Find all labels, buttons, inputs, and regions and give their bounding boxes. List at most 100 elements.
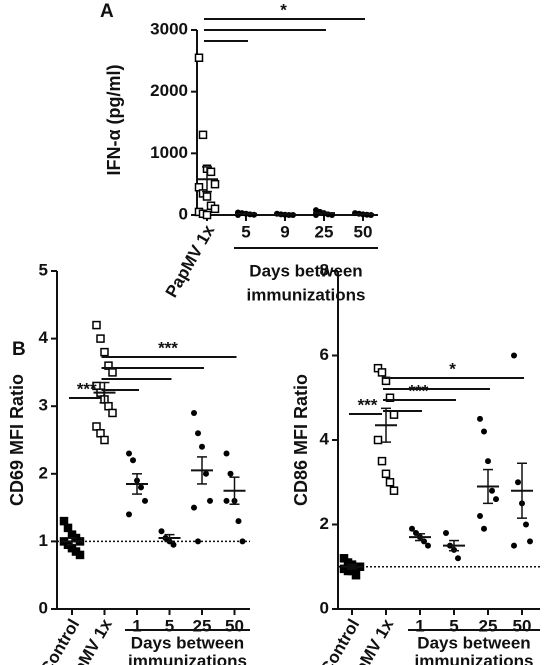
point xyxy=(223,497,230,504)
group-label: Days between xyxy=(249,261,362,280)
point xyxy=(126,511,132,518)
point xyxy=(59,516,69,526)
x-tick-label: 1 xyxy=(415,616,424,635)
point xyxy=(477,513,483,520)
point xyxy=(126,450,132,457)
y-tick-label: 3000 xyxy=(150,19,188,38)
y-tick-label: 0 xyxy=(179,204,188,223)
point xyxy=(191,504,197,511)
point xyxy=(210,179,220,189)
point xyxy=(481,428,487,435)
y-axis-label: CD86 MFI Ratio xyxy=(291,374,311,506)
y-tick-label: 2 xyxy=(320,514,329,533)
y-tick-label: 1 xyxy=(39,531,48,550)
x-tick-label: 50 xyxy=(354,222,373,241)
point xyxy=(202,210,212,220)
group-label: Days between xyxy=(131,633,244,652)
point xyxy=(63,523,73,533)
point xyxy=(409,525,415,532)
y-tick-label: 6 xyxy=(320,345,329,364)
group-label: immunizations xyxy=(414,651,533,665)
y-axis-label: CD69 MFI Ratio xyxy=(7,374,27,506)
point xyxy=(373,435,383,445)
point xyxy=(389,410,399,419)
y-tick-label: 3 xyxy=(39,396,48,415)
point xyxy=(377,368,387,377)
point xyxy=(195,538,201,545)
point xyxy=(389,486,399,495)
point xyxy=(511,352,517,359)
panel-letter: A xyxy=(100,1,114,22)
point xyxy=(443,529,449,536)
point xyxy=(138,484,144,491)
significance-label: *** xyxy=(358,395,378,414)
point xyxy=(194,53,204,62)
significance-label: *** xyxy=(158,338,178,357)
point xyxy=(75,550,85,560)
y-tick-label: 8 xyxy=(320,260,329,279)
point xyxy=(235,518,242,525)
point xyxy=(227,470,234,477)
point xyxy=(203,470,209,477)
point xyxy=(493,496,499,503)
significance-label: *** xyxy=(409,381,429,400)
point xyxy=(206,167,216,177)
y-tick-label: 4 xyxy=(39,328,49,347)
point xyxy=(158,528,165,535)
point xyxy=(385,478,395,487)
x-tick-label: 5 xyxy=(241,222,250,241)
y-tick-label: 5 xyxy=(39,260,48,279)
y-tick-label: 0 xyxy=(39,598,48,617)
panel-letter: B xyxy=(12,339,26,360)
group-label: immunizations xyxy=(246,285,365,304)
y-tick-label: 4 xyxy=(320,429,330,448)
point xyxy=(489,487,495,494)
x-tick-label: PapMV 1x xyxy=(162,221,219,301)
point xyxy=(96,428,105,438)
point xyxy=(377,456,387,466)
significance-label: * xyxy=(280,0,287,19)
significance-label: * xyxy=(449,359,456,378)
x-tick-label: 5 xyxy=(449,616,458,635)
point xyxy=(385,393,395,402)
point xyxy=(223,450,230,457)
y-tick-label: 2 xyxy=(39,463,48,482)
point xyxy=(381,469,391,479)
point xyxy=(104,401,113,411)
significance-label: *** xyxy=(77,379,97,398)
point xyxy=(351,570,361,580)
point xyxy=(170,541,177,548)
point xyxy=(199,443,205,450)
point xyxy=(108,408,117,418)
point xyxy=(142,497,148,504)
point xyxy=(481,525,487,532)
point xyxy=(425,542,431,549)
point xyxy=(523,521,529,528)
point xyxy=(100,435,109,445)
point xyxy=(195,430,201,437)
point xyxy=(239,538,246,545)
x-tick-label: 5 xyxy=(165,616,174,635)
point xyxy=(202,192,212,201)
x-tick-label: 9 xyxy=(280,222,289,241)
point xyxy=(191,409,197,416)
point xyxy=(515,479,521,486)
y-tick-label: 0 xyxy=(320,598,329,617)
y-tick-label: 1000 xyxy=(150,143,188,162)
point xyxy=(485,458,491,465)
point xyxy=(100,347,109,357)
point xyxy=(207,497,213,504)
point xyxy=(210,204,220,214)
group-label: immunizations xyxy=(128,651,247,665)
x-tick-label: 25 xyxy=(315,222,334,241)
point xyxy=(511,542,517,549)
point xyxy=(477,415,483,422)
x-tick-label: 1 xyxy=(132,616,141,635)
point xyxy=(455,555,461,562)
y-axis-label: IFN-α (pg/ml) xyxy=(104,64,124,175)
point xyxy=(108,368,117,377)
point xyxy=(92,422,101,431)
point xyxy=(96,334,105,343)
y-tick-label: 2000 xyxy=(150,81,188,100)
